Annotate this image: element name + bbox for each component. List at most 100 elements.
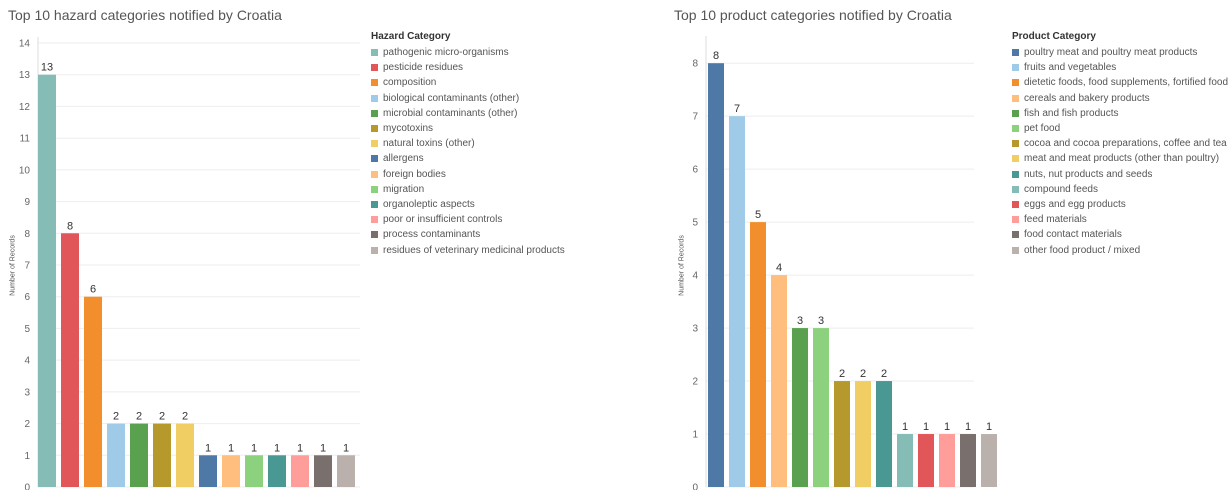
bar-value-label: 4 [776,262,782,274]
y-tick-label: 2 [24,419,30,430]
legend-item: cocoa and cocoa preparations, coffee and… [1012,136,1228,151]
bar [918,434,934,487]
legend-item: nuts, nut products and seeds [1012,167,1228,182]
legend-title: Product Category [1012,31,1096,42]
legend-item: biological contaminants (other) [371,91,565,106]
bar-value-label: 1 [297,442,303,454]
legend-label: dietetic foods, food supplements, fortif… [1024,77,1228,89]
y-tick-label: 4 [24,356,30,367]
legend-swatch [371,246,378,254]
legend-label: cocoa and cocoa preparations, coffee and… [1024,138,1227,150]
bar [176,423,194,487]
legend-label: nuts, nut products and seeds [1024,168,1153,180]
legend-label: organoleptic aspects [383,198,475,210]
legend-label: residues of veterinary medicinal product… [383,244,565,256]
bar-value-label: 1 [965,421,971,433]
legend-label: microbial contaminants (other) [383,107,518,119]
legend-item: organoleptic aspects [371,197,565,212]
legend-swatch [371,170,378,178]
legend-swatch [371,185,378,193]
legend-item: microbial contaminants (other) [371,106,565,121]
legend-swatch [371,155,378,163]
y-tick-label: 3 [24,387,30,398]
bar-value-label: 1 [944,421,950,433]
y-tick-label: 8 [692,59,698,70]
product-chart-panel: Top 10 product categories notified by Cr… [614,0,1228,490]
legend-item: pathogenic micro-organisms [371,45,565,60]
legend-swatch [1012,200,1019,208]
legend-label: food contact materials [1024,229,1122,241]
bar [855,381,871,487]
legend-swatch [1012,185,1019,193]
bar [153,423,171,487]
bar-value-label: 8 [67,220,73,232]
legend-swatch [371,64,378,72]
chart-title: Top 10 hazard categories notified by Cro… [8,7,282,23]
y-tick-label: 6 [24,292,30,303]
bar [771,275,787,487]
legend-label: pathogenic micro-organisms [383,47,509,59]
legend-swatch [1012,79,1019,87]
bar [268,455,286,487]
legend-swatch [1012,155,1019,163]
bar [792,328,808,487]
bar [199,455,217,487]
y-tick-label: 2 [692,377,698,388]
legend-swatch [371,216,378,224]
legend-label: cereals and bakery products [1024,92,1150,104]
bar-value-label: 1 [251,442,257,454]
legend-item: composition [371,75,565,90]
bar [61,233,79,487]
legend-item: feed materials [1012,212,1228,227]
bar-value-label: 3 [818,315,824,327]
legend-label: poultry meat and poultry meat products [1024,47,1198,59]
legend-swatch [1012,170,1019,178]
bar [897,434,913,487]
y-tick-label: 1 [692,430,698,441]
bar [84,296,102,487]
legend-item: meat and meat products (other than poult… [1012,151,1228,166]
legend-item: residues of veterinary medicinal product… [371,242,565,257]
legend-swatch [371,231,378,239]
legend-label: eggs and egg products [1024,198,1126,210]
legend-label: foreign bodies [383,168,446,180]
bar-value-label: 2 [136,411,142,423]
chart-title: Top 10 product categories notified by Cr… [674,7,952,23]
legend-swatch [1012,216,1019,224]
y-tick-label: 0 [24,483,30,490]
y-axis-title: Number of Records [9,235,17,296]
bar-value-label: 2 [839,368,845,380]
bar-value-label: 5 [755,209,761,221]
legend-label: mycotoxins [383,123,434,135]
legend-swatch [371,49,378,57]
legend-item: process contaminants [371,227,565,242]
y-tick-label: 4 [692,271,698,282]
legend-swatch [371,109,378,117]
bar-value-label: 1 [343,442,349,454]
bar-value-label: 1 [923,421,929,433]
bar [107,423,125,487]
bar-value-label: 2 [159,411,165,423]
bar-value-label: 2 [113,411,119,423]
legend-swatch [1012,49,1019,57]
bar-value-label: 6 [90,284,96,296]
legend-label: compound feeds [1024,183,1098,195]
legend-label: pet food [1024,123,1061,135]
legend-item: poultry meat and poultry meat products [1012,45,1228,60]
legend-item: fruits and vegetables [1012,60,1228,75]
bar [813,328,829,487]
bar [314,455,332,487]
legend-item: allergens [371,151,565,166]
y-tick-label: 7 [692,112,698,123]
legend-item: natural toxins (other) [371,136,565,151]
bar [708,63,724,487]
legend-label: feed materials [1024,214,1087,226]
bar-value-label: 1 [205,442,211,454]
y-tick-label: 8 [24,229,30,240]
y-tick-label: 5 [24,324,30,335]
legend-swatch [371,140,378,148]
legend-label: poor or insufficient controls [383,214,503,226]
bar [981,434,997,487]
legend-item: compound feeds [1012,182,1228,197]
hazard-legend: Hazard Category pathogenic micro-organis… [371,31,565,258]
